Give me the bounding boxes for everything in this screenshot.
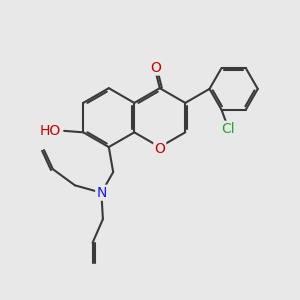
Text: N: N [96,186,106,200]
Text: O: O [154,142,165,156]
Text: O: O [150,61,161,75]
Text: Cl: Cl [221,122,234,136]
Text: HO: HO [39,124,61,138]
